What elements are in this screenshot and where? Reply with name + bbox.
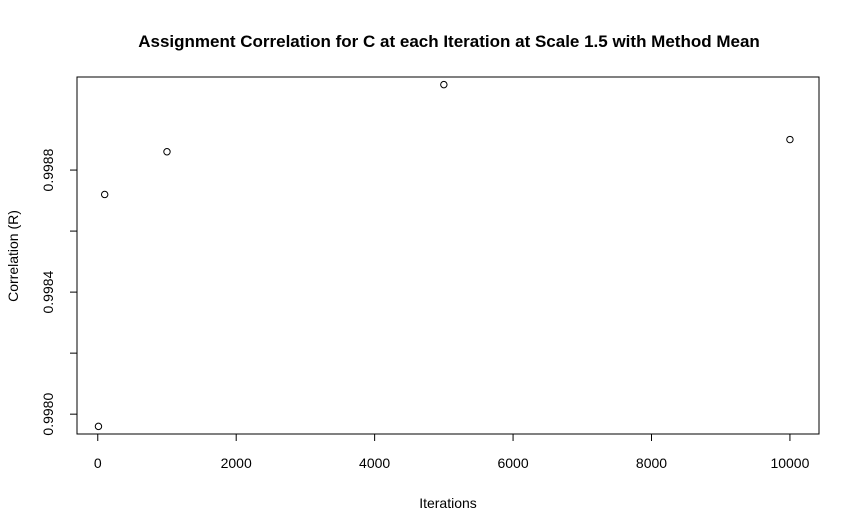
data-point xyxy=(163,148,171,156)
x-tick-label: 4000 xyxy=(359,455,390,471)
data-points xyxy=(94,80,794,431)
y-axis-ticks: 0.9980 0.9984 0.9988 xyxy=(40,148,77,436)
data-point xyxy=(100,190,109,199)
x-axis-label: Iterations xyxy=(419,495,477,511)
x-tick-label: 8000 xyxy=(636,455,667,471)
x-tick-label: 0 xyxy=(94,455,102,471)
chart-title: Assignment Correlation for C at each Ite… xyxy=(138,32,760,51)
data-point xyxy=(440,80,448,89)
y-tick-label: 0.9984 xyxy=(40,270,56,313)
y-tick-label: 0.9980 xyxy=(40,393,56,436)
data-point xyxy=(94,422,103,431)
x-axis-ticks: 0 2000 4000 6000 8000 10000 xyxy=(94,434,810,471)
x-tick-label: 10000 xyxy=(770,455,809,471)
data-point xyxy=(786,135,794,144)
y-tick-label: 0.9988 xyxy=(40,148,56,191)
x-tick-label: 2000 xyxy=(221,455,252,471)
plot-frame xyxy=(76,76,820,435)
x-tick-label: 6000 xyxy=(497,455,528,471)
y-axis-label: Correlation (R) xyxy=(5,210,21,302)
